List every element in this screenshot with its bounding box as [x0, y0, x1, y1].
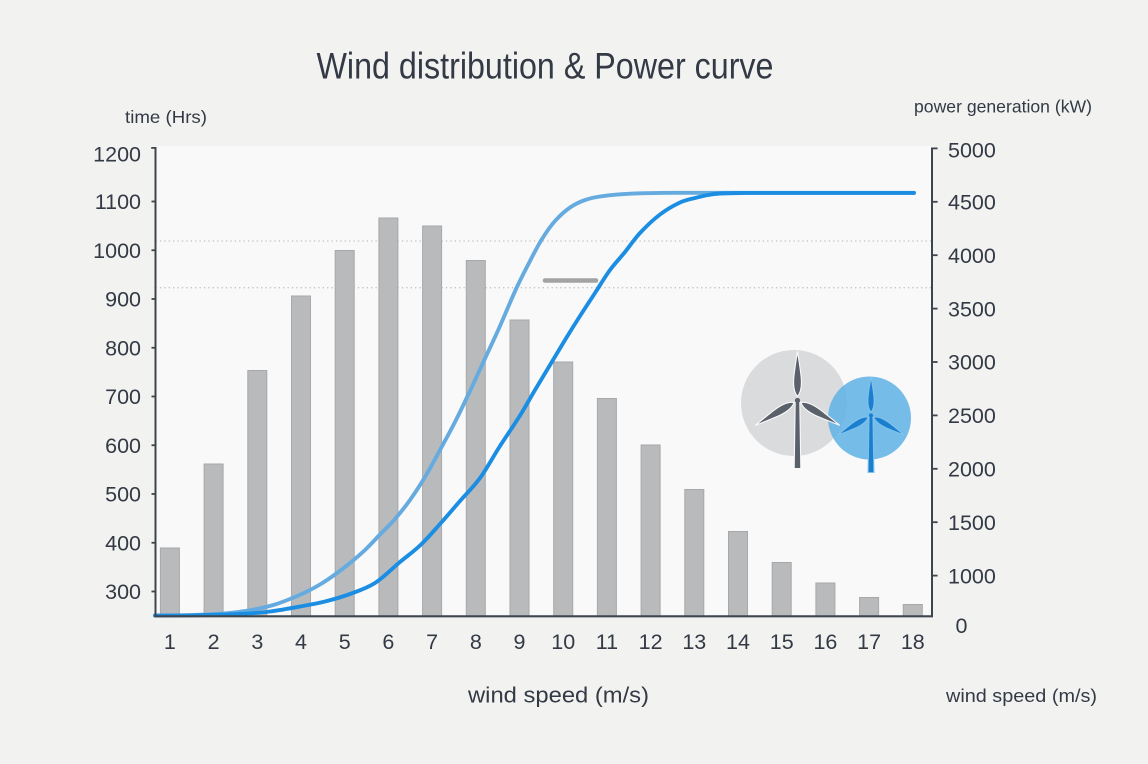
svg-text:2: 2 — [208, 630, 220, 654]
svg-text:3: 3 — [251, 630, 263, 654]
svg-text:1000: 1000 — [93, 239, 141, 263]
svg-text:17: 17 — [857, 630, 881, 654]
svg-text:9: 9 — [514, 630, 526, 654]
svg-text:4000: 4000 — [948, 244, 996, 268]
svg-text:Wind distribution & Power curv: Wind distribution & Power curve — [317, 46, 774, 87]
svg-text:2000: 2000 — [948, 458, 996, 482]
svg-text:800: 800 — [105, 336, 141, 360]
svg-text:1100: 1100 — [95, 190, 141, 214]
svg-text:5000: 5000 — [948, 139, 996, 163]
svg-text:400: 400 — [105, 532, 141, 556]
svg-text:3000: 3000 — [948, 351, 996, 375]
svg-text:time (Hrs): time (Hrs) — [125, 107, 207, 127]
svg-text:4: 4 — [295, 630, 307, 654]
svg-text:power generation (kW): power generation (kW) — [914, 97, 1092, 117]
svg-text:11: 11 — [596, 630, 618, 654]
svg-text:700: 700 — [105, 385, 141, 409]
svg-text:12: 12 — [639, 630, 663, 654]
svg-text:900: 900 — [105, 288, 141, 312]
svg-text:18: 18 — [901, 630, 925, 654]
svg-text:6: 6 — [382, 630, 394, 654]
svg-text:16: 16 — [813, 630, 837, 654]
svg-text:600: 600 — [105, 434, 141, 458]
svg-text:15: 15 — [770, 630, 794, 654]
svg-text:1200: 1200 — [93, 143, 141, 167]
svg-text:500: 500 — [105, 483, 141, 507]
svg-text:0: 0 — [956, 614, 968, 638]
svg-text:4500: 4500 — [948, 191, 996, 215]
svg-text:1500: 1500 — [948, 511, 996, 535]
svg-text:5: 5 — [339, 630, 351, 654]
svg-text:10: 10 — [551, 630, 575, 654]
svg-text:2500: 2500 — [948, 404, 996, 428]
svg-text:1: 1 — [164, 630, 176, 654]
svg-text:8: 8 — [470, 630, 482, 654]
svg-text:wind speed (m/s): wind speed (m/s) — [945, 685, 1097, 706]
svg-text:3500: 3500 — [948, 297, 996, 321]
svg-text:300: 300 — [105, 580, 141, 604]
svg-text:14: 14 — [726, 630, 750, 654]
svg-text:7: 7 — [426, 630, 438, 654]
svg-text:wind speed (m/s): wind speed (m/s) — [467, 683, 649, 708]
svg-text:1000: 1000 — [948, 564, 996, 588]
svg-text:13: 13 — [682, 630, 706, 654]
